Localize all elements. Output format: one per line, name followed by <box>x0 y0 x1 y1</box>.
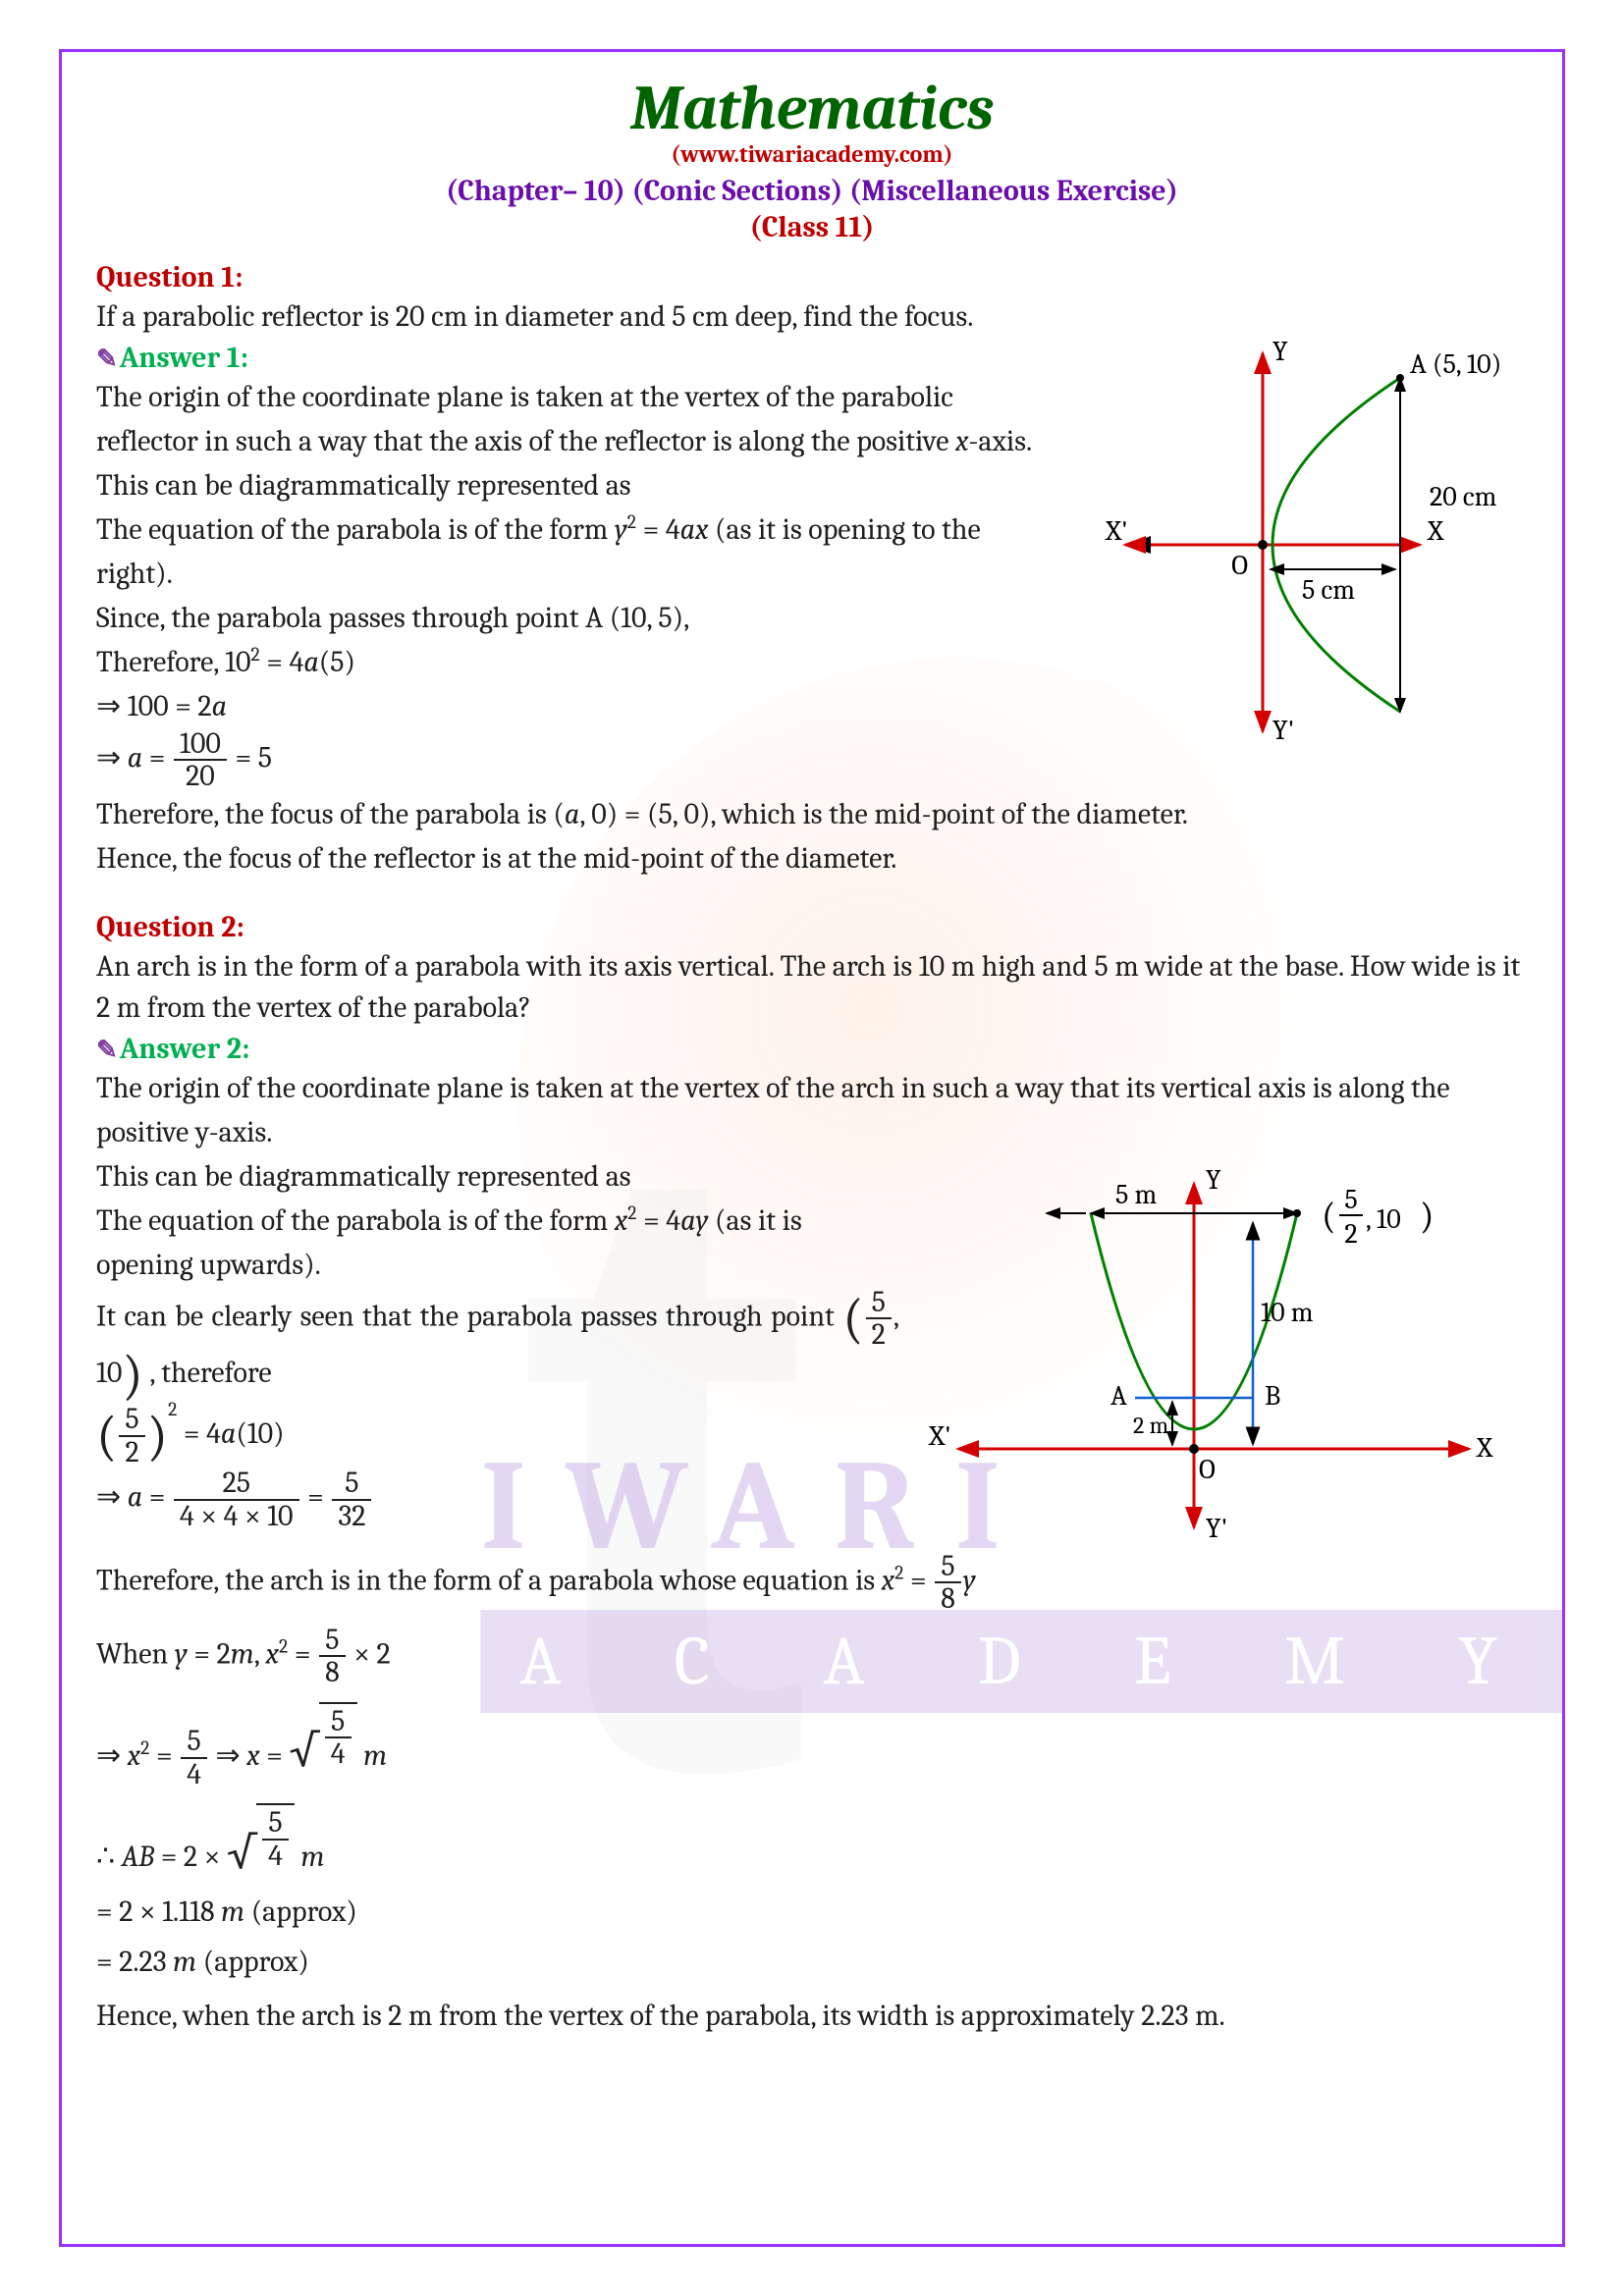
svg-text:X: X <box>1427 515 1444 547</box>
q2-l5: (52)2 = 4a(10) <box>96 1395 899 1468</box>
q1-diagram: Y Y' X X' O A (5, 10) 20 cm 5 cm <box>1076 339 1528 755</box>
q1-p9: Hence, the focus of the reflector is at … <box>96 836 1528 881</box>
q2-l12: = 2.23 m (approx) <box>96 1940 1528 1984</box>
q1-p1: The origin of the coordinate plane is ta… <box>96 375 1056 463</box>
svg-text:5 m: 5 m <box>1115 1179 1157 1210</box>
q2-text: An arch is in the form of a parabola wit… <box>96 946 1528 1030</box>
svg-text:2 m: 2 m <box>1133 1412 1169 1439</box>
q1-l7: ⇒ a = 10020 = 5 <box>96 728 1056 792</box>
q2-l6: ⇒ a = 254 × 4 × 10 = 532 <box>96 1468 899 1531</box>
q2-l11: = 2 × 1.118 m (approx) <box>96 1890 1528 1934</box>
svg-text:10 m: 10 m <box>1261 1297 1314 1328</box>
q1-p8: Therefore, the focus of the parabola is … <box>96 792 1528 836</box>
pencil-icon: ✎ <box>96 345 118 374</box>
svg-text:X': X' <box>1105 515 1128 547</box>
q1-p5: Therefore, 102 = 4a(5) <box>96 640 1056 684</box>
q2-l8: When y = 2m, x2 = 58 × 2 <box>96 1625 1528 1688</box>
q1-text: If a parabolic reflector is 20 cm in dia… <box>96 296 1528 339</box>
svg-text:B: B <box>1265 1380 1280 1412</box>
svg-text:Y': Y' <box>1272 715 1294 746</box>
q2-answer-label: ✎Answer 2: <box>96 1032 1528 1066</box>
svg-text:O: O <box>1199 1454 1216 1485</box>
svg-text:5 cm: 5 cm <box>1302 574 1355 606</box>
q2-p4: It can be clearly seen that the parabola… <box>96 1287 899 1395</box>
q1-label: Question 1: <box>96 260 1528 294</box>
svg-text:A (5, 10): A (5, 10) <box>1410 348 1501 380</box>
svg-text:2: 2 <box>1344 1218 1357 1250</box>
q2-l10: ∴ AB = 2 × √54 m <box>96 1803 1528 1879</box>
page-title: Mathematics <box>96 72 1528 144</box>
pencil-icon: ✎ <box>96 1036 118 1065</box>
q1-l6: ⇒ 100 = 2a <box>96 684 1056 728</box>
q1-p2: This can be diagrammatically represented… <box>96 463 1056 507</box>
q2-p13: Hence, when the arch is 2 m from the ver… <box>96 1994 1528 2038</box>
class-line: (Class 11) <box>96 210 1528 244</box>
svg-text:, 10: , 10 <box>1366 1203 1401 1235</box>
svg-text:): ) <box>1420 1195 1435 1238</box>
svg-text:Y: Y <box>1206 1164 1221 1196</box>
svg-text:Y: Y <box>1272 339 1288 367</box>
q2-p7: Therefore, the arch is in the form of a … <box>96 1551 1528 1615</box>
q2-l9: ⇒ x2 = 54 ⇒ x = √54 m <box>96 1702 1528 1790</box>
svg-text:X: X <box>1476 1432 1493 1464</box>
svg-text:O: O <box>1231 550 1248 581</box>
q1-answer-label: ✎Answer 1: <box>96 341 1056 375</box>
q1-p3: The equation of the parabola is of the f… <box>96 507 1056 596</box>
q2-p2: This can be diagrammatically represented… <box>96 1154 899 1199</box>
svg-text:(: ( <box>1322 1195 1336 1238</box>
svg-text:Y': Y' <box>1206 1513 1227 1544</box>
chapter-line: (Chapter– 10) (Conic Sections) (Miscella… <box>96 174 1528 208</box>
q2-label: Question 2: <box>96 910 1528 944</box>
svg-text:A: A <box>1110 1380 1127 1412</box>
svg-text:20 cm: 20 cm <box>1430 481 1497 512</box>
site-url: (www.tiwariacademy.com) <box>96 140 1528 168</box>
svg-text:X': X' <box>928 1420 951 1452</box>
q2-diagram: Y Y' X X' O 5 m 10 m 2 m A B ( 5 2 , 10 <box>919 1154 1528 1551</box>
q1-p4: Since, the parabola passes through point… <box>96 596 1056 640</box>
q2-p3: The equation of the parabola is of the f… <box>96 1199 899 1287</box>
svg-text:5: 5 <box>1344 1184 1357 1215</box>
q2-p1: The origin of the coordinate plane is ta… <box>96 1066 1528 1154</box>
